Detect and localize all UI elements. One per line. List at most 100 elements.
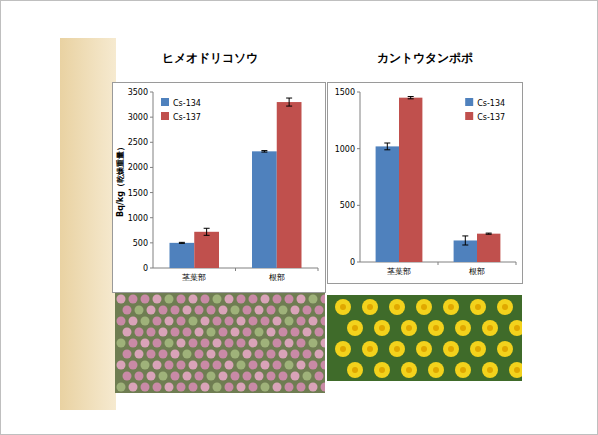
photo-dot — [225, 295, 234, 304]
photo-flower — [482, 362, 498, 378]
photo-dot — [261, 295, 270, 304]
photo-dot — [309, 383, 318, 392]
error-stem — [387, 143, 388, 150]
photo-flower — [509, 362, 522, 378]
error-cap — [384, 149, 390, 150]
photo-dot — [201, 317, 210, 326]
photo-dot — [261, 383, 270, 392]
photo-flower-center — [421, 304, 427, 310]
photo-dot — [273, 361, 282, 370]
photo-dot — [225, 317, 234, 326]
error-stem — [465, 236, 466, 245]
photo-flower-center — [340, 304, 346, 310]
error-stem — [289, 98, 290, 106]
photo-dot — [285, 317, 294, 326]
error-cap — [462, 235, 468, 236]
photo-flower-center — [433, 367, 439, 373]
photo-dot — [303, 306, 312, 315]
photo-dot — [147, 306, 156, 315]
photo-flower-center — [394, 304, 400, 310]
photo-dot — [183, 350, 192, 359]
photo-dot — [249, 383, 258, 392]
page: ヒメオドリコソウBq/kg（乾燥重量）050010001500200025003… — [0, 0, 598, 435]
photo-dot — [315, 350, 324, 359]
x-tick-label: 根部 — [469, 267, 485, 276]
legend: Cs-134Cs-137 — [161, 98, 201, 122]
photo-dot — [183, 372, 192, 381]
photo-flower-center — [502, 304, 508, 310]
photo-dot — [219, 306, 228, 315]
photo-dot — [189, 383, 198, 392]
photo-flower-center — [487, 367, 493, 373]
photo-dot — [195, 350, 204, 359]
error-cap — [261, 150, 267, 151]
photo-flower-center — [502, 346, 508, 352]
photo-dot — [195, 328, 204, 337]
photo-dot — [117, 361, 126, 370]
photo-dot — [153, 383, 162, 392]
photo-dot — [153, 317, 162, 326]
error-cap — [261, 152, 267, 153]
photo-dot — [291, 328, 300, 337]
photo-dot — [129, 361, 138, 370]
x-tick — [516, 262, 517, 265]
photo-dot — [267, 328, 276, 337]
photo-flower-center — [367, 304, 373, 310]
photo-dot — [123, 372, 132, 381]
photo-dot — [285, 295, 294, 304]
photo-dot — [141, 295, 150, 304]
photo-dot — [237, 339, 246, 348]
photo-dot — [321, 383, 326, 392]
photo-dot — [171, 306, 180, 315]
photo-dot — [207, 306, 216, 315]
photo-dot — [159, 372, 168, 381]
photo-dot — [153, 339, 162, 348]
photo-flower-center — [406, 325, 412, 331]
photo-dot — [141, 339, 150, 348]
photo-dot — [321, 339, 326, 348]
photo-flower-center — [352, 367, 358, 373]
marks — [170, 98, 302, 268]
photo-flower — [374, 320, 390, 336]
panel-title: ヒメオドリコソウ — [162, 51, 258, 65]
error-bar — [179, 242, 185, 243]
photo-dot — [225, 361, 234, 370]
photo-dot — [267, 372, 276, 381]
photo-dot — [189, 361, 198, 370]
photo-dot — [153, 361, 162, 370]
photo-dot — [201, 383, 210, 392]
photo-ground — [115, 293, 325, 393]
photo-dot — [135, 350, 144, 359]
photo-dot — [237, 383, 246, 392]
photo-dot — [135, 372, 144, 381]
photo-dot — [315, 328, 324, 337]
x-tick — [235, 268, 236, 271]
bar — [277, 102, 302, 268]
error-bar — [204, 228, 210, 235]
bar — [170, 243, 195, 268]
photo-flower — [401, 362, 417, 378]
error-cap — [286, 106, 292, 107]
photo-flower — [389, 299, 405, 315]
error-bar — [408, 97, 414, 99]
x-tick-label: 根部 — [269, 273, 285, 282]
photo-dot — [237, 295, 246, 304]
photo-dot — [231, 306, 240, 315]
photo-dot — [147, 372, 156, 381]
photo-dot — [321, 317, 326, 326]
legend-swatch — [465, 98, 473, 106]
photo-flower-center — [460, 325, 466, 331]
photo-dot — [147, 328, 156, 337]
photo-dot — [213, 361, 222, 370]
y-tick-label: 0 — [350, 258, 355, 267]
photo-flower — [416, 299, 432, 315]
photo-dot — [117, 339, 126, 348]
photo-dot — [171, 350, 180, 359]
photo-dot — [291, 350, 300, 359]
photo-dot — [243, 328, 252, 337]
photo-dot — [183, 306, 192, 315]
error-cap — [179, 243, 185, 244]
photo-dot — [219, 328, 228, 337]
photo-dot — [237, 317, 246, 326]
photo-dot — [129, 383, 138, 392]
